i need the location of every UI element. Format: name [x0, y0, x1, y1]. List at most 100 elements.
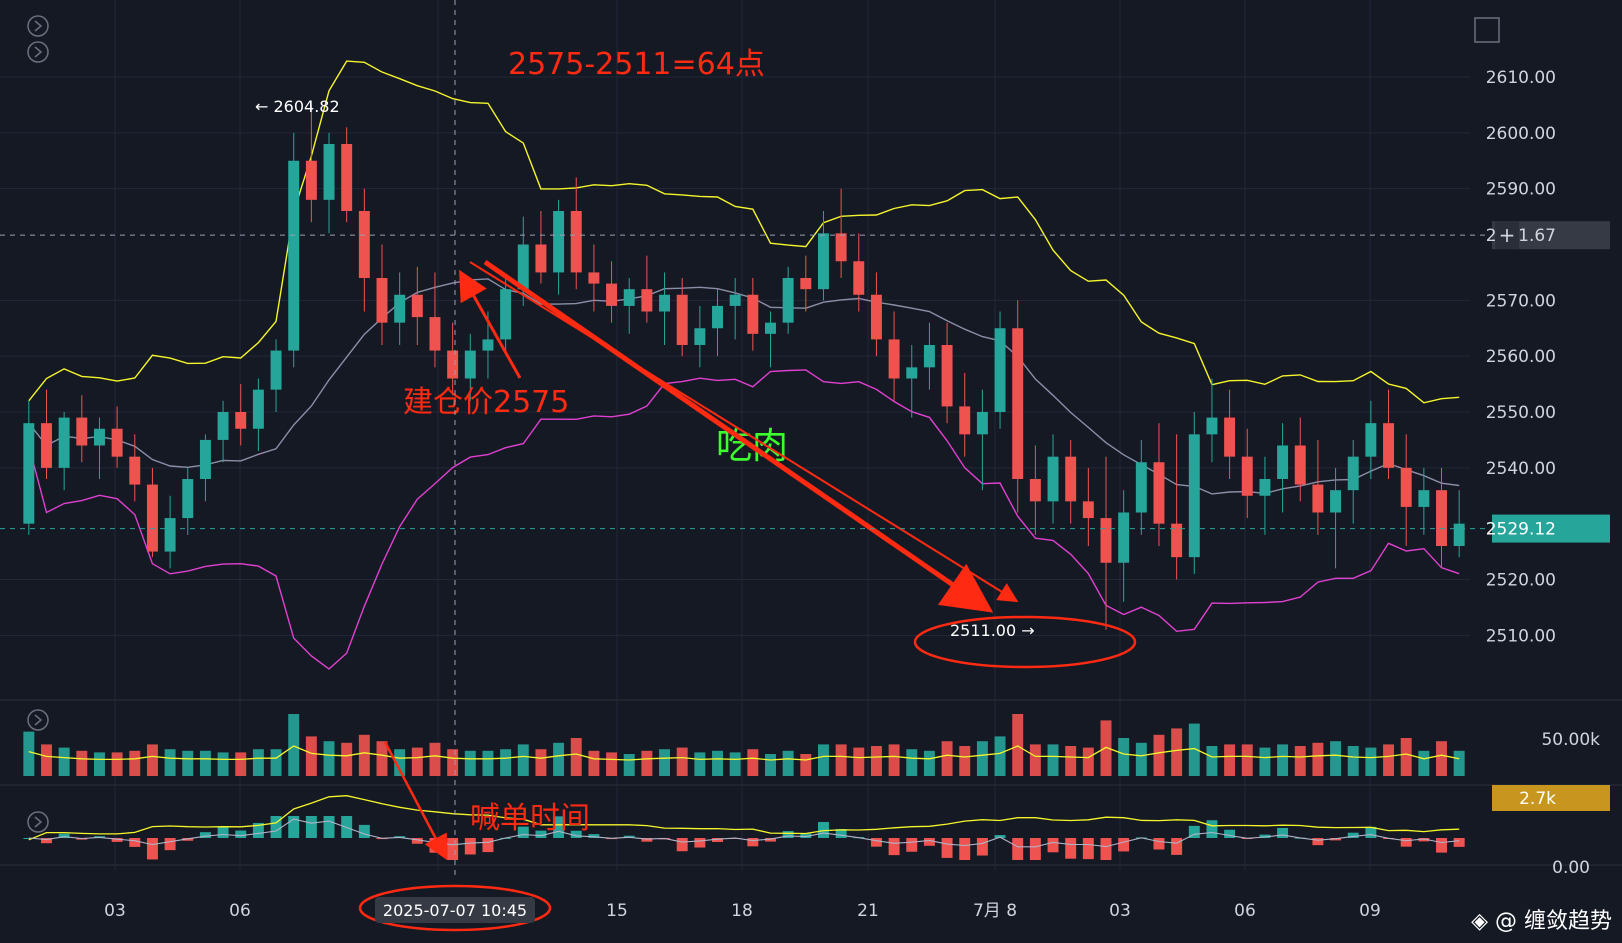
candle-body [659, 294, 671, 312]
plus-icon: + [1499, 223, 1516, 247]
macd-histogram-bar [482, 838, 494, 853]
candle-body [41, 423, 52, 468]
volume-bar [729, 752, 741, 776]
candle-body [199, 439, 211, 479]
time-tick-label: 15 [606, 901, 628, 921]
volume-bar [535, 749, 547, 776]
volume-bar [941, 741, 953, 776]
volume-bar [447, 749, 459, 776]
macd-histogram-bar [888, 838, 900, 856]
candle-body [146, 484, 158, 552]
bb-upper-line [28, 60, 1460, 404]
macd-histogram-bar [447, 838, 459, 860]
candle-body [1347, 456, 1359, 491]
candle-body [129, 456, 141, 485]
candle-body [570, 211, 582, 273]
macd-histogram-bar [941, 838, 953, 858]
candle-body [923, 345, 935, 368]
volume-bar [411, 747, 423, 776]
macd-histogram-bar [641, 838, 653, 842]
volume-scale-label: 50.00k [1541, 730, 1600, 750]
bollinger-bands [28, 60, 1460, 670]
candle-body [835, 233, 847, 262]
macd-histogram-bar [41, 838, 52, 844]
volume-bar [1241, 744, 1253, 776]
crosshair-plus-button [1495, 221, 1519, 250]
volume-bar [164, 749, 176, 776]
candle-body [870, 294, 882, 340]
volume-bar [1206, 746, 1218, 776]
volume-bar [1312, 742, 1324, 776]
candle-body [500, 289, 512, 340]
candle-body [1065, 456, 1077, 502]
candle-body [976, 412, 988, 435]
candle-body [252, 389, 264, 429]
volume-bar [1171, 728, 1183, 776]
volume-bar [870, 746, 882, 776]
candle-body [782, 278, 794, 323]
macd-histogram-bar [712, 838, 723, 843]
candle-body [429, 317, 441, 351]
macd-histogram-bar [1188, 825, 1200, 838]
volume-bar [1365, 747, 1377, 776]
price-tick-label: 2610.00 [1486, 68, 1556, 88]
macd-histogram-bar [1436, 838, 1447, 853]
time-tick-label: 21 [857, 901, 879, 921]
candle-body [482, 339, 494, 351]
volume-bar [1400, 738, 1412, 776]
macd-histogram-bar [182, 838, 194, 841]
macd-histogram-bar [111, 838, 123, 842]
macd-histogram-bar [1029, 838, 1041, 860]
price-tick-label: 2590.00 [1486, 180, 1556, 200]
candle-body [517, 244, 529, 290]
candle-body [853, 261, 865, 295]
macd-histogram-bar [146, 838, 158, 860]
volume-bar [111, 752, 123, 776]
macd-histogram-bar [906, 838, 918, 852]
volume-bar [817, 744, 829, 776]
volume-bar [553, 742, 565, 776]
volume-bar [58, 747, 70, 776]
time-circle [358, 884, 552, 932]
macd-histogram-bar [411, 838, 423, 844]
volume-bar [1047, 744, 1059, 776]
candle-body [623, 289, 635, 306]
volume-bar [800, 754, 812, 776]
watermark: ◈ @ 缠敛趋势 [1471, 909, 1612, 934]
macd-histogram-bar [976, 838, 988, 856]
macd-histogram-bar [588, 834, 600, 838]
current-price-badge [1492, 514, 1610, 543]
macd-histogram-bar [747, 838, 759, 847]
macd-pane [23, 795, 1465, 860]
trend-arrow [483, 259, 994, 613]
time-tick-label: 06 [1234, 901, 1256, 921]
volume-bar [676, 747, 688, 776]
volume-bar [182, 750, 194, 776]
macd-histogram-bar [129, 838, 141, 847]
chevron-right-icon [34, 46, 43, 58]
macd-histogram-bar [305, 816, 317, 838]
call-time-arrow [383, 741, 448, 861]
bb-lower-line [28, 369, 1460, 670]
volume-bar [923, 750, 935, 776]
current-price-label: 2529.12 [1486, 520, 1556, 540]
collapse-chevron-icon [27, 41, 49, 63]
volume-bar [429, 742, 441, 776]
chevron-right-icon [34, 714, 43, 726]
chevron-right-icon [34, 816, 43, 828]
volume-bar [1224, 744, 1236, 776]
volume-bar [641, 750, 653, 776]
volume-bar [623, 754, 635, 776]
macd-histogram-bar [1118, 838, 1130, 852]
candle-body [93, 428, 105, 446]
macd-histogram-bar [1259, 834, 1271, 838]
candle-body [376, 278, 388, 323]
candle-body [1100, 518, 1112, 563]
candle-body [1365, 423, 1377, 457]
volume-bar [1436, 741, 1447, 776]
volume-bar [323, 741, 335, 776]
candle-body [1294, 445, 1306, 485]
entry-price-annotation: 建仓价2575 [403, 385, 569, 420]
macd-histogram-bar [1453, 838, 1465, 847]
